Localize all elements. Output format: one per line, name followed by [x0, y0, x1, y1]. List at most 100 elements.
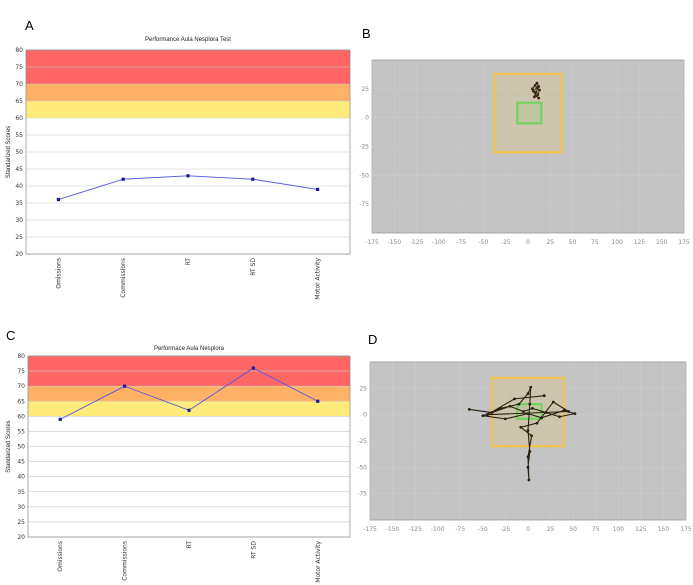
y-tick-label--25: -25 — [359, 144, 369, 151]
x-tick-label-50: 50 — [569, 526, 577, 533]
trace-point — [481, 414, 485, 418]
panel-letter-d: D — [368, 332, 378, 347]
y-tick-label-35: 35 — [17, 489, 25, 496]
trace-point — [499, 406, 503, 410]
trace-point — [540, 416, 543, 420]
data-point-rt — [187, 408, 191, 412]
x-tick-label-25: 25 — [547, 526, 555, 533]
y-axis-label: Standarized Scores — [6, 420, 12, 472]
x-tick-label-motor-activity: Motor Activity — [315, 541, 322, 583]
trace-point — [531, 406, 534, 410]
trace-point — [544, 411, 548, 414]
y-tick-label-55: 55 — [15, 132, 23, 139]
trace-point — [538, 88, 541, 92]
x-tick-label-150: 150 — [656, 239, 668, 246]
trace-point — [537, 96, 541, 100]
trace-point — [535, 86, 539, 90]
x-tick-label-rt-sd: RT SD — [250, 258, 257, 276]
y-tick-label--50: -50 — [357, 464, 367, 471]
y-tick-label-0: 0 — [365, 115, 369, 122]
y-tick-label-40: 40 — [17, 474, 25, 481]
x-tick-label--25: -25 — [501, 526, 511, 533]
trace-point — [534, 90, 538, 94]
plot-border — [25, 49, 351, 255]
y-tick-label-60: 60 — [17, 413, 25, 420]
y-tick-label--25: -25 — [357, 438, 367, 445]
trace-point — [573, 412, 577, 416]
y-tick-label-75: 75 — [17, 368, 25, 375]
trace-point — [528, 450, 532, 453]
y-tick-label-35: 35 — [15, 200, 23, 207]
y-tick-label-50: 50 — [15, 149, 23, 156]
x-tick-label-omissions: Omissions — [57, 541, 64, 572]
y-tick-label-50: 50 — [17, 444, 25, 451]
x-tick-label-175: 175 — [678, 239, 690, 246]
x-tick-label-0: 0 — [526, 239, 530, 246]
inner-zone-box — [516, 101, 543, 125]
x-tick-label-75: 75 — [591, 239, 599, 246]
x-tick-label--75: -75 — [456, 239, 466, 246]
x-tick-label-0: 0 — [526, 526, 530, 533]
trace-point — [526, 412, 530, 416]
data-point-motor-activity — [316, 399, 320, 403]
trace-point — [526, 392, 530, 395]
data-point-commissions — [121, 177, 125, 181]
x-tick-label--175: -175 — [365, 239, 379, 246]
x-tick-label-rt: RT — [186, 541, 193, 549]
y-tick-label-65: 65 — [17, 398, 25, 405]
y-tick-label-30: 30 — [15, 217, 23, 224]
plot-border — [27, 355, 351, 538]
trace-point — [528, 402, 532, 406]
x-tick-label-rt-sd: RT SD — [250, 541, 257, 559]
data-point-omissions — [56, 198, 60, 202]
line-chart-c: 20 25 30 35 40 45 50 55 60 65 70 75 80 Performace Aul… — [6, 346, 351, 583]
y-tick-label-0: 0 — [363, 412, 367, 419]
y-tick-label-80: 80 — [15, 47, 23, 54]
x-tick-label-omissions: Omissions — [55, 258, 62, 289]
x-tick-label--150: -150 — [387, 239, 401, 246]
x-tick-label--125: -125 — [410, 239, 424, 246]
y-tick-label-40: 40 — [15, 183, 23, 190]
risk-band-65-70 — [28, 386, 350, 402]
data-point-rt-sd — [251, 177, 255, 181]
risk-band-65-70 — [26, 84, 350, 101]
x-tick-label-100: 100 — [613, 526, 625, 533]
outer-zone-box — [493, 72, 563, 154]
x-tick-label-rt: RT — [185, 258, 192, 266]
x-tick-label--100: -100 — [432, 239, 446, 246]
x-tick-label-50: 50 — [569, 239, 577, 246]
data-point-rt-sd — [251, 366, 255, 370]
x-tick-label--75: -75 — [455, 526, 465, 533]
trace-point — [526, 455, 530, 459]
trajectory-plot-b: -175 -150 -125 -100 -75 -50 -25 0 25 50 75 100 125 15… — [359, 59, 690, 246]
y-tick-label--75: -75 — [357, 491, 367, 498]
y-tick-label-60: 60 — [15, 115, 23, 122]
y-tick-label-30: 30 — [17, 504, 25, 511]
y-tick-label-20: 20 — [15, 251, 23, 258]
y-tick-label-25: 25 — [15, 234, 23, 241]
trace-point — [567, 410, 571, 413]
x-tick-label--50: -50 — [478, 526, 488, 533]
trace-point — [535, 81, 539, 85]
data-point-rt — [186, 174, 190, 178]
trace-point — [485, 413, 489, 417]
y-tick-label-65: 65 — [15, 98, 23, 105]
data-point-motor-activity — [316, 187, 320, 191]
trace-point — [504, 417, 507, 421]
panel-letter-b: B — [362, 26, 371, 41]
y-axis-label: Standarized Scores — [6, 126, 12, 178]
x-tick-label-75: 75 — [592, 526, 600, 533]
data-point-commissions — [123, 384, 127, 388]
y-tick-label--75: -75 — [359, 201, 369, 208]
trace-point — [467, 408, 471, 411]
chart-title: Performance Aula Nesplora Test — [145, 37, 231, 43]
trace-point — [531, 89, 535, 93]
trace-point — [519, 425, 523, 429]
trace-point — [533, 83, 537, 87]
y-tick-label-25: 25 — [17, 519, 25, 526]
trace-point — [530, 434, 534, 438]
y-tick-label-80: 80 — [17, 353, 25, 360]
trace-point — [562, 409, 566, 412]
trace-point — [522, 410, 525, 413]
